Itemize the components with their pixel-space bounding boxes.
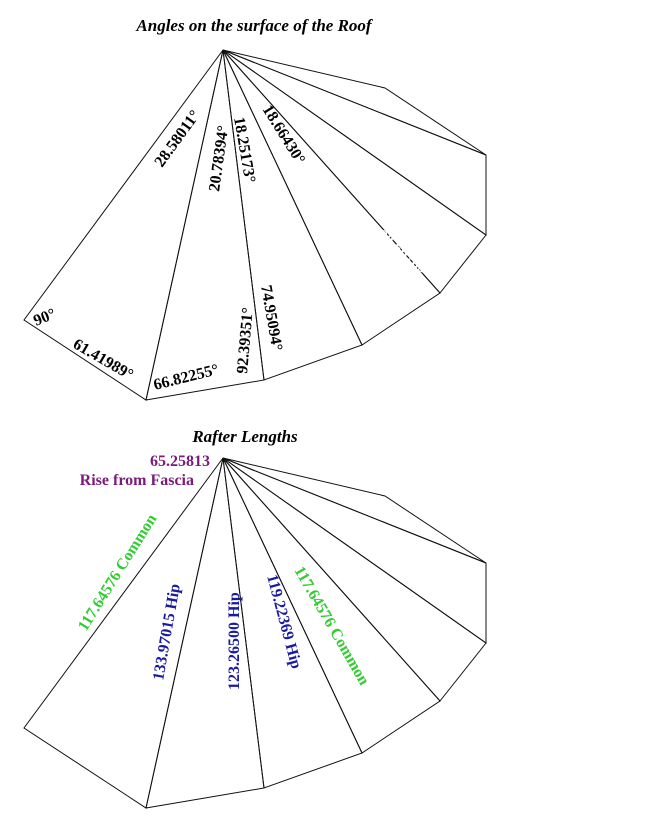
rafter-title: Rafter Lengths (191, 427, 298, 446)
base-angle-1: 90° (31, 306, 58, 330)
side-angle-1: 80.66785° (374, 227, 437, 281)
rafter-face-1 (23, 457, 224, 809)
rise-label: Rise from Fascia (80, 472, 194, 489)
base-angle-2: 61.41989° (70, 336, 136, 384)
roof-face-4 (222, 49, 441, 346)
angles-diagram: Angles on the surface of the Roof 28.580… (23, 16, 487, 401)
roof-face-1 (23, 49, 224, 401)
side-angle-5: 92.39351° (234, 307, 257, 375)
apex-angle-1: 28.58011° (151, 107, 203, 170)
rafter-face-6 (222, 457, 487, 644)
rise-value: 65.25813 (150, 453, 210, 470)
rafter-label-2: 133.97015 Hip (150, 582, 184, 681)
rafter-label-5: 117.64576 Common (291, 564, 373, 689)
rafter-face-4 (222, 457, 441, 754)
rafter-face-7 (222, 457, 487, 564)
side-angle-2: 80.66785° (329, 253, 377, 319)
apex-angle-2: 20.78394° (206, 124, 232, 192)
side-angle-3: 86.79733° (302, 269, 341, 337)
angles-title: Angles on the surface of the Roof (135, 16, 374, 35)
apex-angle-3: 18.25173° (230, 116, 258, 184)
rafter-lengths-diagram: Rafter Lengths 65.25813 Rise from Fascia… (23, 427, 487, 809)
roof-face-5 (222, 49, 487, 294)
rafter-label-1: 117.64576 Common (75, 511, 161, 634)
side-angle-4: 74.95094° (257, 284, 285, 352)
roof-face-7 (222, 49, 487, 156)
apex-angle-4: 18.66430° (259, 102, 309, 167)
rafter-label-4: 119.22369 Hip (263, 573, 305, 671)
rafter-label-3: 123.26500 Hip (226, 592, 243, 690)
roof-face-6 (222, 49, 487, 236)
